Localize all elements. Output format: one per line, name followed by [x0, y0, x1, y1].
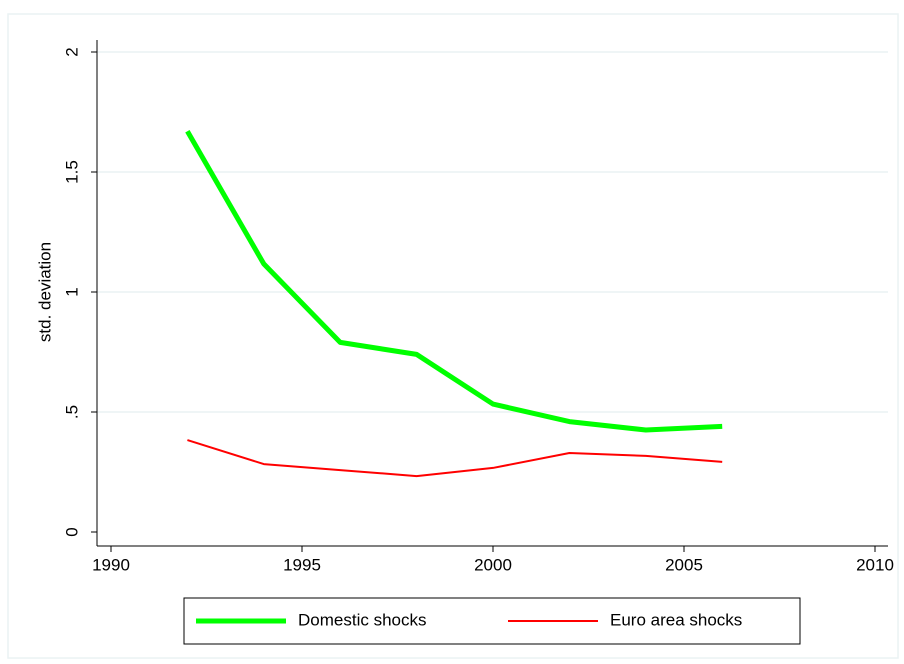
x-tick-label: 2000: [474, 555, 512, 574]
y-tick-label: 2: [62, 47, 81, 56]
frame: [7, 13, 899, 659]
line: [185, 129, 723, 433]
legend-label: Euro area shocks: [610, 610, 742, 629]
legend-box: [183, 597, 801, 645]
y-axis-label: std. deviation: [35, 242, 54, 342]
line: [187, 439, 723, 478]
legend-label: Domestic shocks: [298, 610, 426, 629]
x-tick-label: 2005: [665, 555, 703, 574]
y-tick-label: 1: [62, 287, 81, 296]
y-tick-label: .5: [62, 405, 81, 419]
x-tick-label: 2010: [856, 555, 894, 574]
x-tick-label: 1990: [92, 555, 130, 574]
x-tick-label: 1995: [283, 555, 321, 574]
y-tick-label: 1.5: [62, 160, 81, 184]
y-tick-label: 0: [62, 527, 81, 536]
